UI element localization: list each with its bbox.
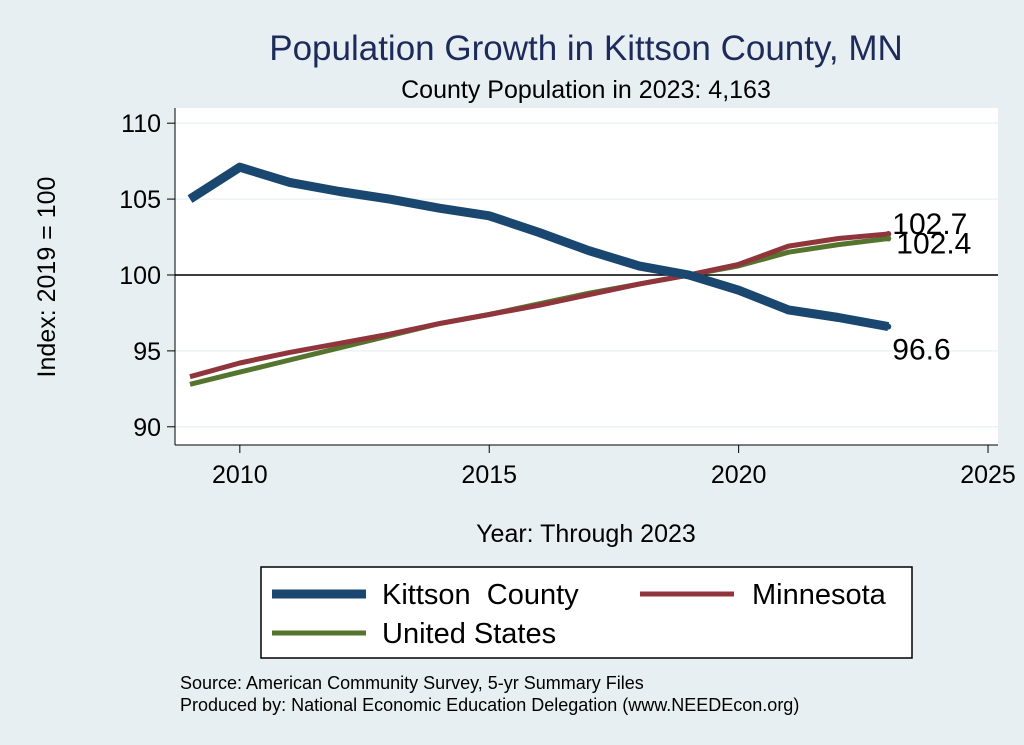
series-end-label-1: 102.7: [892, 208, 967, 241]
x-tick-label-2010: 2010: [212, 461, 268, 489]
series-end-label-2: 102.4: [896, 228, 971, 261]
source-note: Source: American Community Survey, 5-yr …: [180, 673, 644, 693]
x-tick-label-2025: 2025: [960, 461, 1016, 489]
legend: Kittson County Minnesota United States: [272, 579, 887, 650]
legend-label-1: Minnesota: [752, 579, 887, 611]
x-axis-title: Year: Through 2023: [476, 520, 696, 548]
series-end-point-0: [885, 323, 892, 330]
legend-label-0: Kittson County: [382, 579, 579, 611]
series-end-point-1: [885, 230, 892, 237]
axis-ticks: 90 95 100 105 110 2010 2015 2020 2025: [119, 110, 1016, 489]
legend-box: [260, 566, 913, 659]
series-lines: [187, 162, 890, 387]
series-end-label-0: 96.6: [892, 334, 950, 367]
series-end-point-2: [885, 235, 892, 242]
y-tick-label-95: 95: [133, 338, 161, 366]
series-line-1: [189, 231, 889, 380]
series-line-0: [187, 162, 890, 332]
legend-label-2: United States: [382, 618, 556, 650]
producer-note: Produced by: National Economic Education…: [180, 695, 799, 715]
chart-subtitle: County Population in 2023: 4,163: [401, 76, 771, 104]
y-axis-title: Index: 2019 = 100: [33, 177, 61, 378]
x-tick-label-2020: 2020: [711, 461, 767, 489]
x-tick-label-2015: 2015: [461, 461, 517, 489]
y-tick-label-90: 90: [133, 414, 161, 442]
plot-area: [175, 108, 998, 445]
y-tick-label-105: 105: [119, 186, 161, 214]
y-tick-label-100: 100: [119, 262, 161, 290]
y-tick-label-110: 110: [121, 110, 161, 138]
chart-title: Population Growth in Kittson County, MN: [269, 29, 903, 68]
